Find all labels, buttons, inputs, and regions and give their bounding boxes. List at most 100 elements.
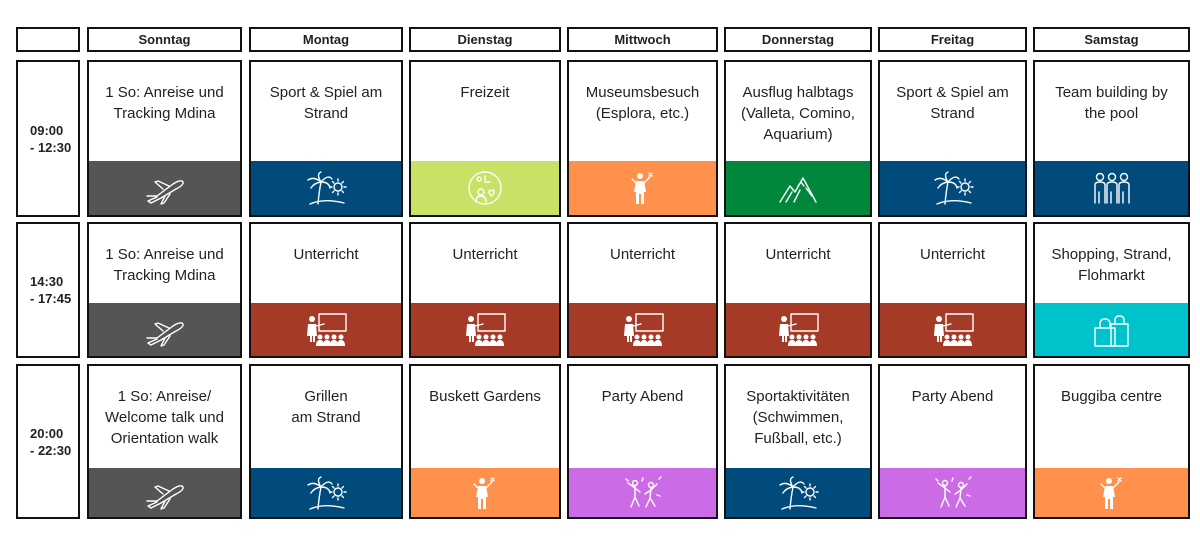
activity-color-band: [726, 161, 870, 215]
activity-cell: Buggiba centre: [1033, 364, 1190, 519]
activity-cell: Ausflug halbtags (Valleta, Comino, Aquar…: [724, 60, 872, 217]
classroom-icon: [621, 312, 665, 348]
activity-color-band: [251, 161, 401, 215]
activity-label: Unterricht: [452, 246, 518, 263]
activity-cell: 1 So: Anreise/ Welcome talk und Orientat…: [87, 364, 242, 519]
activity-cell: Team building by the pool: [1033, 60, 1190, 217]
activity-cell: Party Abend: [878, 364, 1027, 519]
classroom-icon: [463, 312, 507, 348]
time-slot: 09:00- 12:30: [16, 60, 80, 217]
airplane-icon: [143, 170, 187, 206]
activity-label: Shopping, Strand, Flohmarkt: [1051, 246, 1172, 284]
shopping-bag-icon: [1090, 312, 1134, 348]
time-start: 20:00: [30, 425, 64, 441]
activity-color-band: [411, 303, 559, 356]
activity-color-band: [726, 303, 870, 356]
activity-label: 1 So: Anreise und Tracking Mdina: [105, 246, 224, 284]
activity-color-band: [89, 303, 240, 356]
palm-beach-icon: [304, 170, 348, 206]
leisure-icon: [463, 170, 507, 206]
party-icon: [621, 475, 665, 511]
activity-color-band: [569, 303, 716, 356]
activity-label: Team building by the pool: [1055, 84, 1168, 122]
activity-cell: Unterricht: [409, 222, 561, 358]
time-end: - 22:30: [30, 442, 72, 458]
time-end: - 17:45: [30, 291, 72, 306]
activity-label: 1 So: Anreise und Tracking Mdina: [105, 84, 224, 122]
activity-color-band: [89, 468, 240, 517]
activity-label: Freizeit: [460, 84, 510, 101]
person-waving-icon: [1090, 475, 1134, 511]
activity-color-band: [251, 468, 401, 517]
palm-beach-icon: [931, 170, 975, 206]
activity-color-band: [880, 468, 1025, 517]
activity-cell: Party Abend: [567, 364, 718, 519]
activity-color-band: [1035, 303, 1188, 356]
day-header: Mittwoch: [567, 27, 718, 52]
classroom-icon: [931, 312, 975, 348]
activity-cell: Unterricht: [249, 222, 403, 358]
activity-color-band: [726, 468, 870, 517]
activity-color-band: [89, 161, 240, 215]
activity-color-band: [880, 161, 1025, 215]
day-header: Donnerstag: [724, 27, 872, 52]
activity-cell: 1 So: Anreise und Tracking Mdina: [87, 222, 242, 358]
airplane-icon: [143, 312, 187, 348]
time-slot: 14:30 - 17:45: [16, 222, 80, 358]
day-header: Sonntag: [87, 27, 242, 52]
activity-cell: Sportaktivitäten (Schwimmen, Fußball, et…: [724, 364, 872, 519]
activity-color-band: [1035, 161, 1188, 215]
corner-cell: [16, 27, 80, 52]
activity-cell: Unterricht: [724, 222, 872, 358]
activity-cell: Unterricht: [878, 222, 1027, 358]
activity-cell: Unterricht: [567, 222, 718, 358]
activity-cell: Freizeit: [409, 60, 561, 217]
activity-color-band: [411, 161, 559, 215]
activity-label: Party Abend: [911, 388, 994, 405]
day-header: Dienstag: [409, 27, 561, 52]
time-end: - 12:30: [30, 139, 72, 155]
activity-label: Sportaktivitäten (Schwimmen, Fußball, et…: [746, 388, 850, 447]
mountain-icon: [776, 170, 820, 206]
activity-label: Museumsbesuch (Esplora, etc.): [585, 84, 700, 122]
day-header: Samstag: [1033, 27, 1190, 52]
activity-cell: Buskett Gardens: [409, 364, 561, 519]
activity-cell: Shopping, Strand, Flohmarkt: [1033, 222, 1190, 358]
party-icon: [931, 475, 975, 511]
activity-label: Buggiba centre: [1061, 388, 1162, 405]
day-header: Freitag: [878, 27, 1027, 52]
time-slot: 20:00- 22:30: [16, 364, 80, 519]
airplane-icon: [143, 475, 187, 511]
activity-color-band: [569, 161, 716, 215]
activity-label: Unterricht: [919, 246, 986, 263]
activity-cell: Sport & Spiel am Strand: [878, 60, 1027, 217]
activity-label: Unterricht: [293, 246, 359, 263]
activity-label: 1 So: Anreise/ Welcome talk und Orientat…: [105, 388, 224, 447]
person-waving-icon: [621, 170, 665, 206]
day-header: Montag: [249, 27, 403, 52]
activity-cell: Grillen am Strand: [249, 364, 403, 519]
activity-color-band: [411, 468, 559, 517]
activity-label: Ausflug halbtags (Valleta, Comino, Aquar…: [741, 84, 855, 143]
activity-label: Buskett Gardens: [429, 388, 541, 405]
time-start: 14:30: [30, 274, 64, 289]
time-start: 09:00: [30, 122, 64, 138]
activity-cell: 1 So: Anreise und Tracking Mdina: [87, 60, 242, 217]
activity-label: Grillen am Strand: [291, 388, 361, 426]
classroom-icon: [304, 312, 348, 348]
palm-beach-icon: [776, 475, 820, 511]
activity-label: Sport & Spiel am Strand: [896, 84, 1009, 122]
activity-color-band: [251, 303, 401, 356]
activity-label: Unterricht: [609, 246, 676, 263]
activity-label: Unterricht: [765, 246, 831, 263]
activity-color-band: [1035, 468, 1188, 517]
activity-cell: Sport & Spiel am Strand: [249, 60, 403, 217]
person-waving-icon: [463, 475, 507, 511]
activity-cell: Museumsbesuch (Esplora, etc.): [567, 60, 718, 217]
activity-color-band: [880, 303, 1025, 356]
activity-label: Party Abend: [601, 388, 684, 405]
activity-color-band: [569, 468, 716, 517]
activity-label: Sport & Spiel am Strand: [269, 84, 383, 122]
team-icon: [1090, 170, 1134, 206]
classroom-icon: [776, 312, 820, 348]
